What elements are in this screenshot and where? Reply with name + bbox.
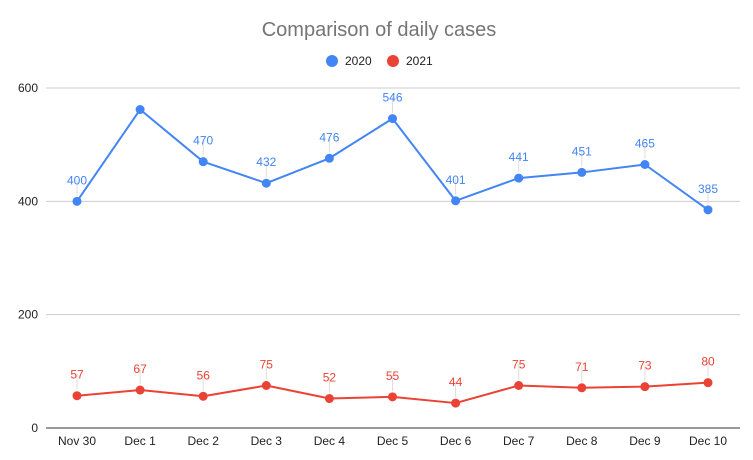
data-label: 71: [575, 360, 589, 374]
y-axis: 0 200 400 600: [18, 81, 38, 435]
data-point: [324, 394, 334, 404]
data-label: 470: [193, 134, 213, 148]
data-point: [198, 157, 208, 167]
series-2021: 57 67 56 75 52 55 44 75 71 73 80: [70, 355, 715, 408]
data-label: 385: [698, 182, 718, 196]
legend-marker-2020: [326, 55, 338, 67]
data-point: [451, 398, 461, 408]
data-point: [324, 153, 334, 163]
x-tick-label: Dec 10: [689, 434, 727, 448]
data-point: [514, 381, 524, 390]
data-point: [198, 391, 208, 401]
data-label: 57: [70, 368, 84, 382]
series-2020: 400 470 432 476 546 401 441 451 465 385: [67, 91, 718, 215]
chart-title: Comparison of daily cases: [262, 19, 497, 41]
data-label: 73: [638, 359, 652, 373]
x-tick-label: Dec 3: [251, 434, 283, 448]
data-point: [135, 385, 145, 395]
x-tick-label: Dec 2: [188, 434, 220, 448]
data-point: [451, 196, 461, 206]
data-label: 80: [701, 355, 715, 369]
data-label: 546: [382, 91, 402, 105]
x-tick-label: Dec 4: [314, 434, 346, 448]
legend-marker-2021: [387, 55, 399, 67]
x-tick-label: Dec 9: [629, 434, 661, 448]
x-tick-label: Dec 7: [503, 434, 535, 448]
y-tick-label: 0: [31, 421, 38, 435]
data-point: [703, 378, 713, 388]
data-point: [261, 381, 271, 390]
data-label: 55: [386, 369, 400, 383]
data-point: [388, 392, 397, 402]
data-point: [388, 114, 397, 124]
data-label: 441: [509, 150, 529, 164]
data-label: 52: [323, 371, 337, 385]
x-axis: Nov 30 Dec 1 Dec 2 Dec 3 Dec 4 Dec 5 Dec 6 Dec …: [58, 434, 727, 448]
data-label: 401: [446, 173, 466, 187]
x-tick-label: Nov 30: [58, 434, 96, 448]
y-tick-label: 200: [18, 308, 38, 322]
data-point: [640, 160, 650, 169]
data-point: [261, 178, 271, 188]
legend: 2020 2021: [326, 54, 433, 68]
data-label: 465: [635, 137, 655, 151]
data-label: 44: [449, 375, 463, 389]
series-group: 400 470 432 476 546 401 441 451 465 385 57 67 56 75 52…: [67, 91, 718, 408]
data-point: [135, 105, 145, 115]
x-tick-label: Dec 1: [124, 434, 156, 448]
y-tick-label: 600: [18, 81, 38, 95]
legend-label-2021: 2021: [406, 54, 433, 68]
data-label: 476: [319, 130, 339, 144]
x-tick-label: Dec 6: [440, 434, 472, 448]
data-point: [72, 196, 82, 206]
data-label: 432: [256, 155, 276, 169]
data-label: 400: [67, 173, 87, 187]
data-point: [514, 173, 524, 183]
data-label: 67: [133, 362, 147, 376]
x-tick-label: Dec 8: [566, 434, 598, 448]
data-label: 75: [260, 358, 274, 372]
x-tick-label: Dec 5: [377, 434, 409, 448]
gridlines: [46, 87, 740, 429]
legend-label-2020: 2020: [345, 54, 372, 68]
data-point: [72, 391, 82, 401]
y-tick-label: 400: [18, 194, 38, 208]
data-point: [577, 167, 587, 177]
data-point: [577, 383, 587, 393]
data-point: [703, 205, 713, 215]
data-label: 451: [572, 144, 592, 158]
data-label: 75: [512, 358, 526, 372]
series-line-2020: [76, 108, 709, 211]
data-point: [640, 382, 650, 392]
data-label: 56: [197, 368, 211, 382]
